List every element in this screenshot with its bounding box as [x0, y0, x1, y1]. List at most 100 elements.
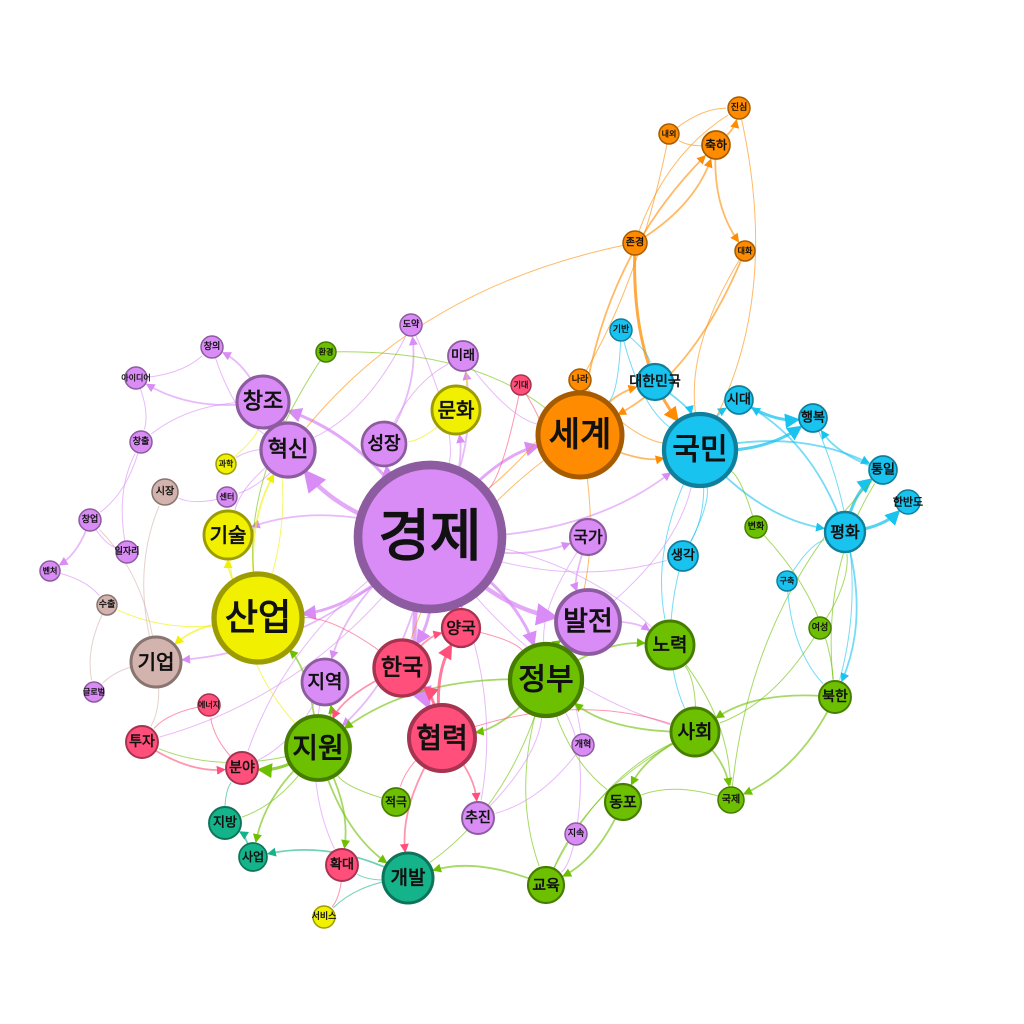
- node-circle-baljeon[interactable]: [554, 588, 622, 656]
- node-circle-hanguk[interactable]: [372, 638, 432, 698]
- node-pyeonghwa[interactable]: 평화: [823, 510, 867, 554]
- node-bunya[interactable]: 분야: [225, 751, 259, 785]
- node-suchul[interactable]: 수출: [96, 594, 118, 616]
- node-changjo[interactable]: 창조: [235, 374, 291, 430]
- node-circle-changjo[interactable]: [235, 374, 291, 430]
- node-circle-jibang[interactable]: [208, 806, 242, 840]
- node-gidae[interactable]: 기대: [510, 374, 532, 396]
- node-circle-yangguk[interactable]: [440, 607, 482, 649]
- node-circle-gaehyeok[interactable]: [571, 733, 595, 757]
- node-segye[interactable]: 세계: [535, 390, 625, 480]
- node-sanup[interactable]: 산업: [211, 571, 305, 665]
- node-gyoyuk[interactable]: 교육: [526, 865, 566, 905]
- node-yeoseong[interactable]: 여성: [808, 616, 832, 640]
- node-hyeomnyeok[interactable]: 협력: [407, 703, 477, 773]
- node-circle-changui[interactable]: [200, 335, 224, 359]
- node-aidieo[interactable]: 아이디어: [121, 366, 151, 390]
- node-circle-sidae[interactable]: [724, 385, 754, 415]
- node-hwangyeong[interactable]: 환경: [315, 341, 337, 363]
- node-gaehyeok[interactable]: 개혁: [571, 733, 595, 757]
- node-circle-sahoe[interactable]: [669, 706, 721, 758]
- node-sahoe[interactable]: 사회: [669, 706, 721, 758]
- node-circle-hyeomnyeok[interactable]: [407, 703, 477, 773]
- node-hyeoksin[interactable]: 혁신: [259, 421, 317, 479]
- node-senteo[interactable]: 센터: [216, 486, 238, 508]
- node-gwahak[interactable]: 과학: [215, 453, 237, 475]
- node-circle-gyoyuk[interactable]: [526, 865, 566, 905]
- node-hwakdae[interactable]: 확대: [325, 848, 359, 882]
- node-changchul[interactable]: 창출: [129, 430, 153, 454]
- node-circle-sijang[interactable]: [151, 478, 179, 506]
- node-gukga[interactable]: 국가: [568, 517, 608, 557]
- node-circle-hanbando[interactable]: [895, 489, 921, 515]
- node-gaebal[interactable]: 개발: [381, 851, 435, 905]
- node-circle-tongil[interactable]: [868, 455, 898, 485]
- node-circle-guchuk[interactable]: [776, 570, 798, 592]
- node-jiwon[interactable]: 지원: [284, 714, 352, 782]
- node-yangguk[interactable]: 양국: [440, 607, 482, 649]
- node-circle-gukga[interactable]: [568, 517, 608, 557]
- node-circle-changeop[interactable]: [78, 508, 102, 532]
- node-circle-gidae[interactable]: [510, 374, 532, 396]
- node-circle-mirae[interactable]: [447, 340, 479, 372]
- node-circle-suchul[interactable]: [96, 594, 118, 616]
- node-circle-eneoji[interactable]: [197, 693, 221, 717]
- node-circle-saenggak[interactable]: [667, 540, 699, 572]
- node-circle-gyeongje[interactable]: [353, 460, 507, 614]
- node-circle-jonggyeong[interactable]: [622, 230, 648, 256]
- node-circle-gukje[interactable]: [717, 786, 745, 814]
- node-mirae[interactable]: 미래: [447, 340, 479, 372]
- node-byeonhwa[interactable]: 변화: [744, 515, 768, 539]
- node-circle-bunya[interactable]: [225, 751, 259, 785]
- node-eneoji[interactable]: 에너지: [197, 693, 221, 717]
- node-circle-hwangyeong[interactable]: [315, 341, 337, 363]
- node-nara[interactable]: 나라: [568, 368, 592, 392]
- node-jinsim[interactable]: 진심: [727, 96, 751, 120]
- node-circle-jisok[interactable]: [564, 822, 588, 846]
- node-circle-jeongbu[interactable]: [507, 641, 585, 719]
- node-circle-saeop[interactable]: [238, 842, 268, 872]
- node-circle-gwahak[interactable]: [215, 453, 237, 475]
- node-noryeok[interactable]: 노력: [644, 619, 696, 671]
- node-saeop[interactable]: 사업: [238, 842, 268, 872]
- node-circle-iljari[interactable]: [115, 540, 139, 564]
- node-circle-hyeoksin[interactable]: [259, 421, 317, 479]
- node-circle-jeokgeuk[interactable]: [381, 787, 411, 817]
- node-giban[interactable]: 기반: [609, 318, 633, 342]
- node-circle-tuja[interactable]: [125, 725, 159, 759]
- node-circle-byeonhwa[interactable]: [744, 515, 768, 539]
- node-hanbando[interactable]: 한반도: [893, 489, 923, 515]
- node-seongjang[interactable]: 성장: [360, 420, 408, 468]
- node-sidae[interactable]: 시대: [724, 385, 754, 415]
- node-circle-hwakdae[interactable]: [325, 848, 359, 882]
- node-iljari[interactable]: 일자리: [115, 540, 140, 564]
- node-circle-haengbok[interactable]: [798, 403, 828, 433]
- node-circle-seobiseu[interactable]: [312, 905, 336, 929]
- node-circle-changchul[interactable]: [129, 430, 153, 454]
- node-chujin[interactable]: 추진: [461, 801, 495, 835]
- node-gukje[interactable]: 국제: [717, 786, 745, 814]
- node-circle-jinsim[interactable]: [727, 96, 751, 120]
- node-jonggyeong[interactable]: 존경: [622, 230, 648, 256]
- node-baljeon[interactable]: 발전: [554, 588, 622, 656]
- node-jibang[interactable]: 지방: [208, 806, 242, 840]
- node-gieop[interactable]: 기업: [129, 635, 183, 689]
- node-circle-dongpo[interactable]: [603, 782, 643, 822]
- node-hanguk[interactable]: 한국: [372, 638, 432, 698]
- node-tongil[interactable]: 통일: [868, 455, 898, 485]
- node-circle-daehanminguk[interactable]: [635, 362, 675, 402]
- node-circle-gukmin[interactable]: [661, 411, 739, 489]
- node-circle-segye[interactable]: [535, 390, 625, 480]
- node-circle-seongjang[interactable]: [360, 420, 408, 468]
- node-jisok[interactable]: 지속: [564, 822, 588, 846]
- node-circle-bukhan[interactable]: [818, 680, 852, 714]
- node-jeongbu[interactable]: 정부: [507, 641, 585, 719]
- node-sijang[interactable]: 시장: [151, 478, 179, 506]
- node-circle-pyeonghwa[interactable]: [823, 510, 867, 554]
- node-gyeongje[interactable]: 경제: [353, 460, 507, 614]
- node-circle-gieop[interactable]: [129, 635, 183, 689]
- node-circle-jiwon[interactable]: [284, 714, 352, 782]
- node-circle-giban[interactable]: [609, 318, 633, 342]
- node-daehwa[interactable]: 대화: [734, 240, 756, 262]
- node-circle-geullobeol[interactable]: [83, 681, 105, 703]
